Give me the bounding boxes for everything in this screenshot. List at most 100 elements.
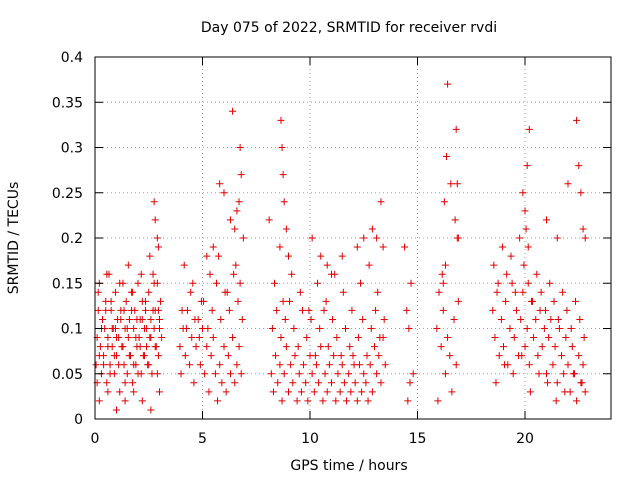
data-point: [365, 261, 373, 269]
data-point: [111, 288, 119, 296]
data-point: [310, 388, 318, 396]
data-point: [552, 397, 560, 405]
data-point: [121, 379, 129, 387]
data-point: [235, 343, 243, 351]
data-point: [521, 343, 529, 351]
data-point: [223, 288, 231, 296]
data-point: [368, 225, 376, 233]
data-point: [366, 361, 374, 369]
data-point: [532, 315, 540, 323]
data-point: [321, 370, 329, 378]
data-point: [575, 352, 583, 360]
data-point: [401, 243, 409, 251]
data-point: [158, 334, 166, 342]
data-point: [215, 252, 223, 260]
data-point: [338, 361, 346, 369]
data-point: [377, 379, 385, 387]
data-point: [134, 279, 142, 287]
x-axis-label: GPS time / hours: [290, 458, 407, 474]
data-point: [317, 343, 325, 351]
data-point: [143, 343, 151, 351]
data-point: [214, 397, 222, 405]
data-point: [345, 370, 353, 378]
data-point: [319, 397, 327, 405]
data-point: [341, 325, 349, 332]
data-point: [328, 379, 335, 387]
data-point: [346, 343, 354, 351]
data-point: [333, 334, 341, 342]
data-point: [330, 352, 338, 360]
data-point: [237, 370, 245, 378]
data-point: [308, 234, 316, 242]
data-point: [573, 116, 581, 124]
data-point: [403, 306, 411, 314]
data-point: [116, 279, 124, 287]
data-point: [133, 315, 141, 323]
data-point: [502, 297, 510, 305]
data-point: [95, 352, 103, 360]
data-point: [308, 370, 316, 378]
data-point: [226, 370, 234, 378]
data-point: [314, 279, 322, 287]
data-point: [269, 388, 277, 396]
data-point: [151, 216, 159, 224]
data-point: [580, 334, 588, 342]
data-point: [551, 343, 559, 351]
data-point: [305, 306, 313, 314]
data-point: [450, 315, 458, 323]
data-point: [110, 352, 118, 360]
data-point: [123, 325, 131, 332]
data-point: [329, 315, 337, 323]
data-point: [280, 370, 288, 378]
data-point: [224, 352, 232, 360]
data-point: [518, 352, 526, 360]
data-point: [575, 162, 583, 170]
data-point: [492, 379, 500, 387]
data-point: [554, 315, 562, 323]
data-point: [491, 334, 499, 342]
data-point: [188, 334, 196, 342]
data-point: [576, 315, 584, 323]
data-point: [302, 379, 310, 387]
data-point: [338, 252, 346, 260]
data-point: [123, 370, 131, 378]
data-point: [106, 361, 114, 369]
data-point: [561, 388, 569, 396]
data-point: [323, 388, 331, 396]
data-point: [205, 388, 213, 396]
data-point: [190, 379, 198, 387]
data-point: [137, 270, 145, 278]
data-point: [222, 388, 230, 396]
data-point: [497, 315, 505, 323]
data-point: [349, 352, 357, 360]
data-point: [145, 361, 153, 369]
x-tick-label: 0: [91, 431, 100, 447]
data-point: [525, 125, 533, 133]
data-point: [312, 361, 320, 369]
data-point: [440, 198, 448, 206]
data-point: [95, 397, 103, 405]
data-point: [437, 343, 445, 351]
data-point: [519, 189, 527, 197]
data-point: [577, 189, 585, 197]
data-point: [519, 288, 527, 296]
data-point: [150, 279, 158, 287]
data-point: [353, 397, 361, 405]
data-point: [281, 315, 289, 323]
data-point: [143, 325, 151, 332]
data-point: [136, 343, 144, 351]
y-tick-label: 0.05: [52, 367, 83, 383]
data-point: [211, 370, 219, 378]
data-point: [538, 343, 546, 351]
data-point: [372, 306, 380, 314]
data-point: [291, 352, 299, 360]
data-point: [203, 252, 211, 260]
data-point: [311, 352, 319, 360]
data-point: [182, 325, 190, 332]
data-point: [529, 297, 537, 305]
data-point: [138, 397, 146, 405]
data-point: [128, 306, 136, 314]
x-tick-label: 5: [198, 431, 207, 447]
data-point: [239, 234, 247, 242]
data-point: [316, 325, 324, 332]
